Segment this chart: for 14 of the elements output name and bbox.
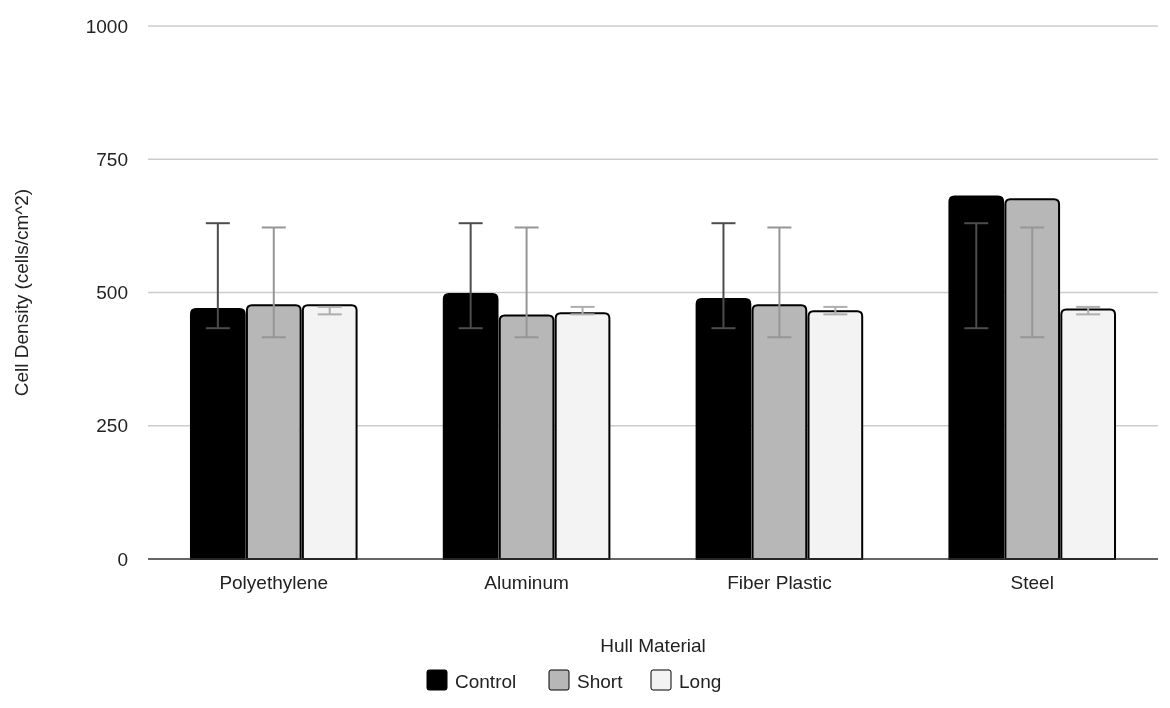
x-axis-title: Hull Material [600,635,706,656]
legend-label: Short [577,671,624,692]
legend-label: Control [455,671,517,692]
x-tick-label: Fiber Plastic [727,572,832,593]
x-tick-label: Polyethylene [219,572,329,593]
y-tick-label: 250 [96,415,128,437]
legend-label: Long [679,671,722,692]
x-tick-label: Aluminum [484,572,569,593]
y-tick-label: 0 [117,548,128,570]
y-axis-title: Cell Density (cells/cm^2) [11,188,32,397]
y-tick-label: 500 [96,282,128,304]
y-tick-label: 750 [96,148,128,170]
x-tick-label: Steel [1010,572,1054,593]
y-tick-label: 1000 [85,15,128,37]
